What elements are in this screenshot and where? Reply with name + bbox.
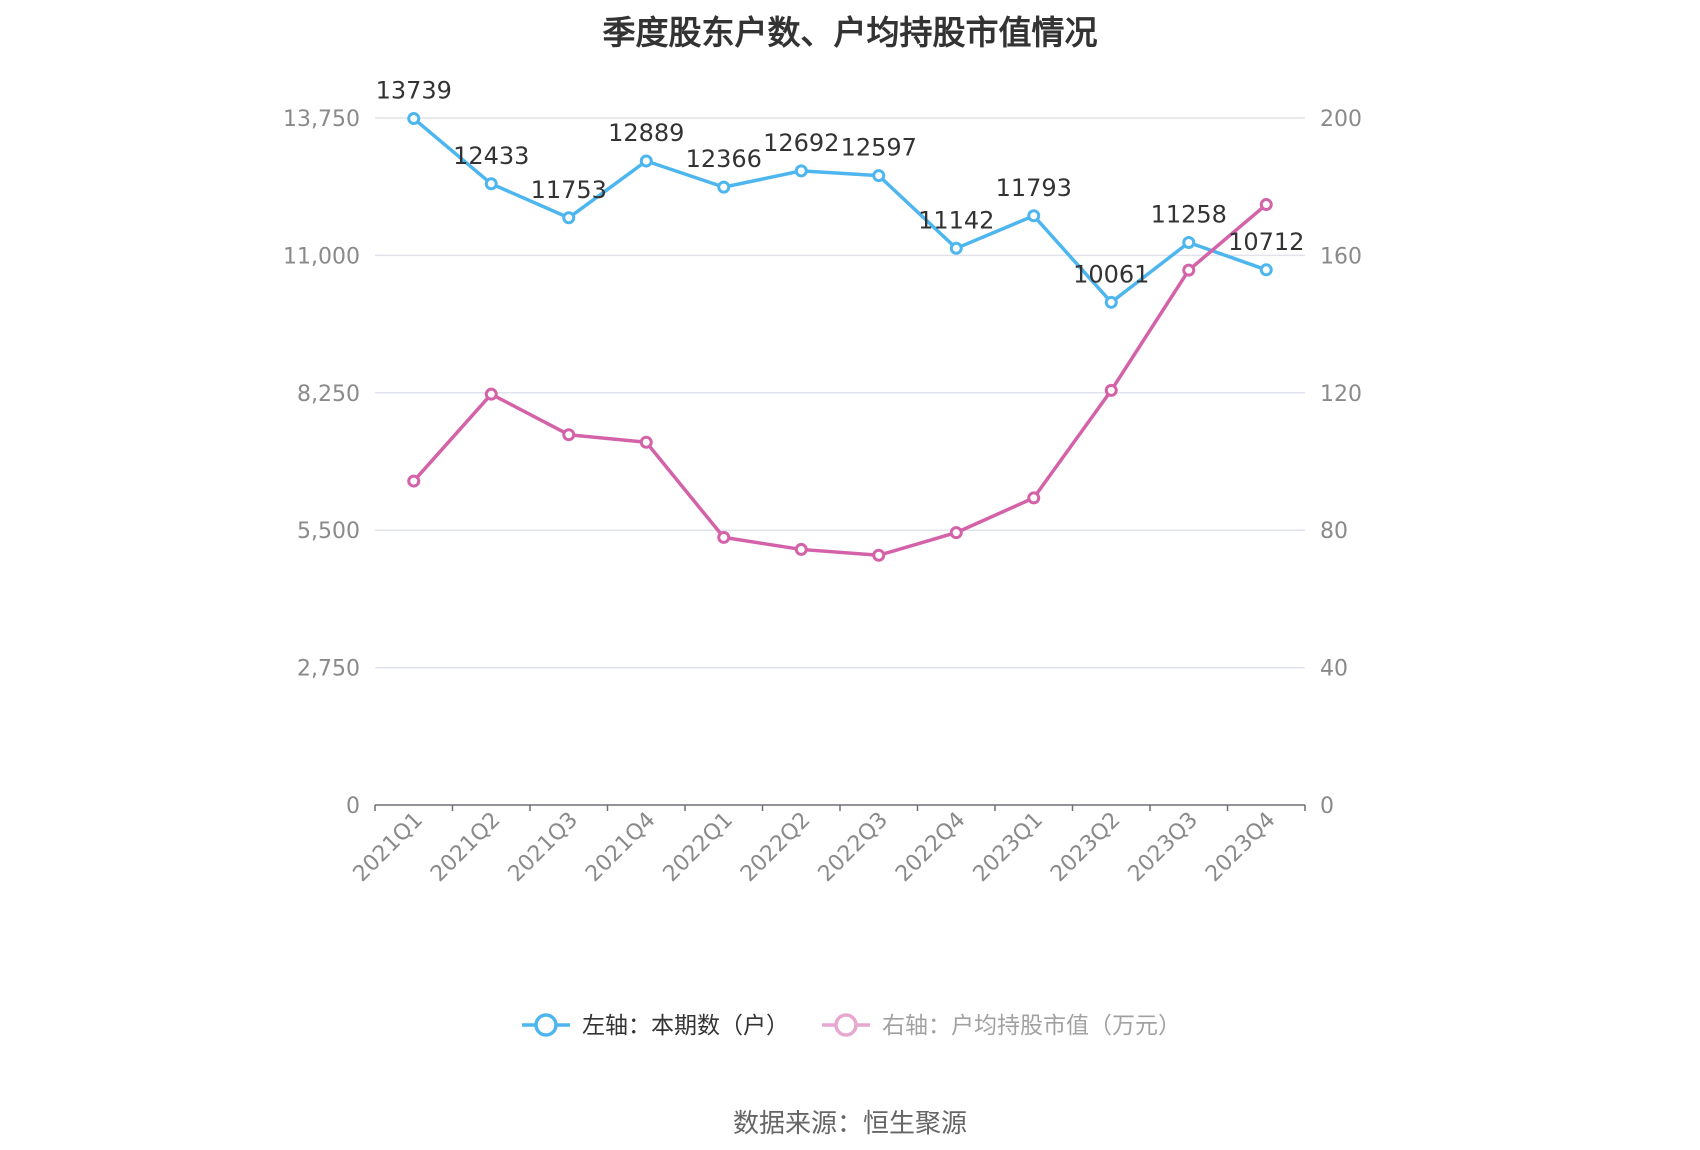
right-series-point [1104, 383, 1118, 397]
right-axis-tick-label: 80 [1320, 519, 1348, 544]
legend-marker-icon [534, 1013, 558, 1037]
right-axis-tick-label: 0 [1320, 794, 1334, 819]
left-axis-tick-label: 11,000 [283, 244, 360, 269]
right-axis-tick-label: 120 [1320, 382, 1362, 407]
left-axis-tick-label: 5,500 [297, 519, 360, 544]
left-series-point [407, 112, 421, 126]
data-label: 12433 [453, 142, 529, 170]
x-axis-category-label: 2021Q4 [581, 808, 660, 887]
x-axis-category-label: 2022Q1 [659, 808, 738, 887]
grid-layer [375, 117, 1305, 669]
x-axis-category-label: 2022Q3 [814, 808, 893, 887]
series-layer [407, 112, 1273, 562]
x-axis-category-label: 2023Q3 [1124, 808, 1203, 887]
left-series-point [639, 154, 653, 168]
right-series-point [794, 542, 808, 556]
left-series-point [872, 169, 886, 183]
data-label: 11142 [918, 206, 994, 234]
data-label: 12366 [686, 145, 762, 173]
left-series-point [562, 211, 576, 225]
x-axis-category-label: 2022Q2 [736, 808, 815, 887]
left-series-point [484, 177, 498, 191]
data-label: 12597 [841, 134, 917, 162]
x-axis-category-label: 2022Q4 [891, 808, 970, 887]
legend-label: 右轴：户均持股市值（万元） [882, 1013, 1181, 1039]
left-series-point [1104, 295, 1118, 309]
right-axis-tick-label: 160 [1320, 244, 1362, 269]
data-label: 11258 [1151, 201, 1227, 229]
legend-item[interactable]: 左轴：本期数（户） [522, 1013, 789, 1039]
x-axis-category-label: 2021Q1 [349, 808, 428, 887]
data-label: 10712 [1228, 228, 1304, 256]
legend-label: 左轴：本期数（户） [582, 1013, 789, 1039]
left-axis-tick-label: 13,750 [283, 107, 360, 132]
left-axis-tick-label: 0 [346, 794, 360, 819]
right-series-point [1027, 491, 1041, 505]
data-label: 12889 [608, 119, 684, 147]
left-axis-tick-label: 2,750 [297, 657, 360, 682]
x-axis-category-label: 2023Q4 [1201, 808, 1280, 887]
left-series-line [412, 117, 1267, 305]
right-series-point [949, 526, 963, 540]
right-series-point [717, 530, 731, 544]
left-series-point [794, 164, 808, 178]
right-axis-tick-label: 40 [1320, 657, 1348, 682]
data-label: 11753 [531, 176, 607, 204]
right-series-point [1259, 198, 1273, 212]
x-axis-category-label: 2023Q1 [969, 808, 1048, 887]
right-series-point [639, 435, 653, 449]
x-axis-category-label: 2021Q3 [504, 808, 583, 887]
left-series-point [949, 241, 963, 255]
legend[interactable]: 左轴：本期数（户） 右轴：户均持股市值（万元） [522, 1013, 1181, 1039]
data-label: 13739 [376, 77, 452, 105]
left-series-point [717, 180, 731, 194]
data-label: 12692 [763, 129, 839, 157]
right-series-point [1182, 263, 1196, 277]
left-series-point [1259, 263, 1273, 277]
data-label: 11793 [996, 174, 1072, 202]
right-series-point [484, 387, 498, 401]
chart-title: 季度股东户数、户均持股市值情况 [602, 13, 1098, 52]
right-series-point [407, 474, 421, 488]
left-series-point [1182, 236, 1196, 250]
legend-marker-icon [834, 1013, 858, 1037]
right-axis-tick-label: 200 [1320, 107, 1362, 132]
data-label: 10061 [1073, 260, 1149, 288]
right-series-point [562, 428, 576, 442]
x-axis-category-label: 2023Q2 [1046, 808, 1125, 887]
right-series-point [872, 548, 886, 562]
left-series-point [1027, 209, 1041, 223]
source-note: 数据来源：恒生聚源 [732, 1109, 967, 1139]
right-series-line [412, 203, 1268, 558]
legend-item[interactable]: 右轴：户均持股市值（万元） [822, 1013, 1181, 1039]
x-axis-category-label: 2021Q2 [426, 808, 505, 887]
left-axis-tick-label: 8,250 [297, 382, 360, 407]
